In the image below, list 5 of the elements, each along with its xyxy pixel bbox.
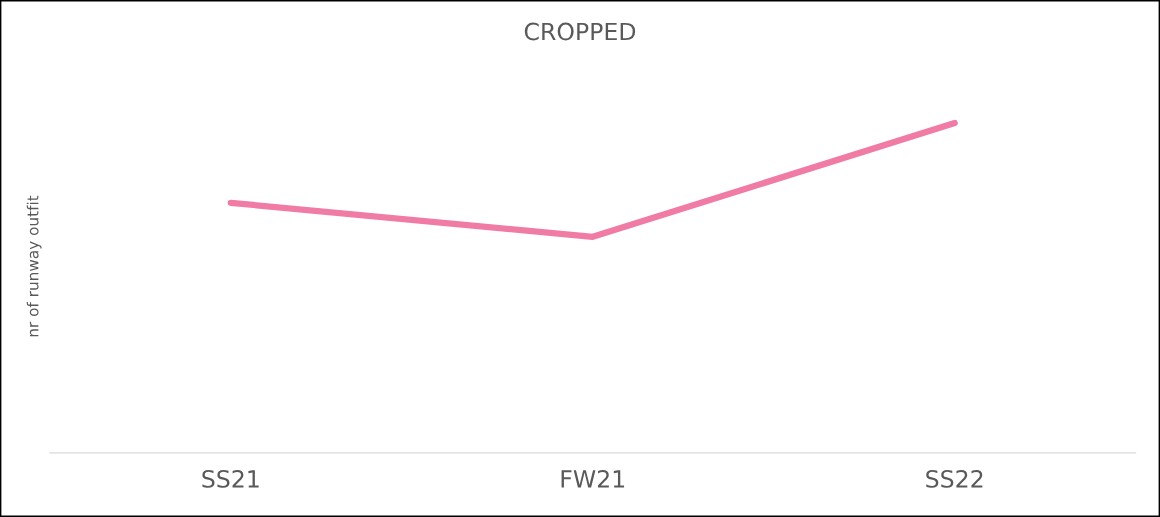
y-axis-title: nr of runway outfit [26,195,42,337]
x-tick-label: FW21 [561,469,625,488]
x-tick-label: SS21 [202,469,259,488]
chart-title: CROPPED [524,22,636,41]
x-tick-label: SS22 [926,469,983,488]
